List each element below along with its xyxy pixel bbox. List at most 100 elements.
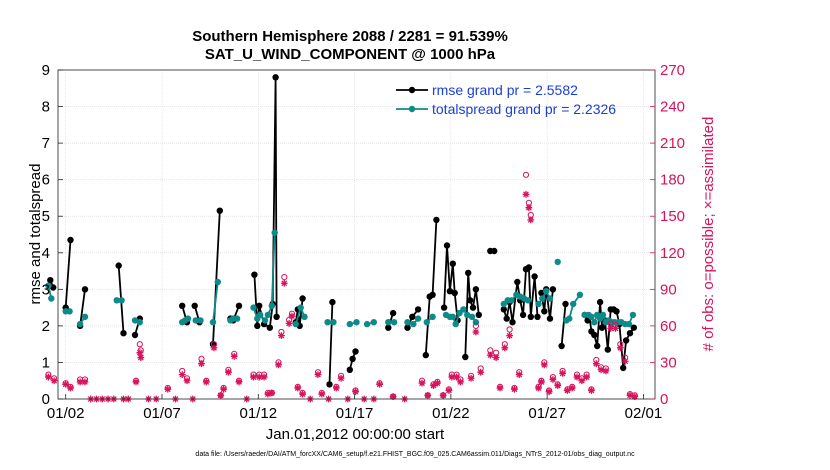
rmse-point [525, 264, 533, 271]
rmse-point [613, 308, 620, 315]
legend: rmse grand pr = 2.5582 totalspread grand … [396, 82, 616, 117]
rmse-line [253, 77, 278, 330]
rmse-point [514, 278, 521, 286]
y-tick-label-right: 210 [660, 135, 685, 152]
rmse-point [519, 311, 527, 319]
assimilated-obs-marker [230, 352, 238, 360]
assimilated-obs-marker [631, 393, 639, 400]
assimilated-obs-marker [607, 324, 615, 332]
assimilated-obs-marker [563, 387, 571, 394]
assimilated-obs-marker [352, 388, 359, 396]
assimilated-obs-marker [545, 388, 553, 396]
totalspread-point [268, 302, 275, 309]
totalspread-point [566, 315, 573, 322]
assimilated-obs-marker [264, 390, 272, 398]
totalspread-point [468, 313, 476, 320]
totalspread-line [212, 281, 219, 323]
totalspread-point [209, 319, 217, 326]
assimilated-obs-marker [178, 371, 186, 379]
assimilated-obs-marker [44, 373, 52, 381]
totalspread-point [629, 311, 637, 319]
assimilated-obs-marker [537, 378, 545, 386]
rmse-point [604, 346, 611, 353]
assimilated-obs-marker [67, 384, 74, 392]
rmse-point [598, 324, 606, 331]
legend-marker-spread [408, 105, 416, 113]
rmse-point [591, 331, 598, 339]
rmse-point [272, 74, 279, 81]
totalspread-point [524, 297, 532, 304]
data-file-footnote: data file: /Users/raeder/DAI/ATM_forcXX/… [195, 451, 635, 458]
assimilated-obs-marker [597, 366, 605, 374]
assimilated-obs-marker [250, 373, 257, 381]
rmse-point [81, 286, 89, 293]
assimilated-obs-marker [522, 190, 530, 198]
totalspread-point [508, 297, 515, 304]
y-tick-label-right: 30 [660, 354, 677, 371]
assimilated-obs-marker [592, 360, 600, 368]
totalspread-point [346, 320, 353, 328]
totalspread-point [576, 291, 584, 298]
totalspread-point [543, 288, 550, 295]
y-tick-label-right: 180 [660, 172, 685, 189]
totalspread-point [324, 319, 331, 326]
totalspread-point [118, 297, 125, 304]
rmse-point [531, 273, 538, 280]
assimilated-obs-marker [235, 378, 243, 386]
rmse-point [462, 353, 469, 361]
totalspread-point [257, 311, 264, 319]
totalspread-point [353, 319, 360, 326]
rmse-point [509, 319, 516, 326]
assimilated-obs-marker [318, 390, 326, 398]
rmse-point [346, 366, 353, 373]
assimilated-obs-marker [132, 378, 140, 386]
rmse-point [630, 324, 637, 331]
assimilated-obs-marker [299, 390, 306, 398]
assimilated-obs-marker [275, 361, 282, 369]
rmse-point [558, 342, 565, 350]
rmse-point [622, 337, 630, 344]
assimilated-obs-marker [554, 382, 562, 389]
totalspread-point [131, 317, 139, 324]
y-tick-label-left: 4 [42, 245, 50, 262]
rmse-point [329, 298, 336, 306]
assimilated-obs-marker [573, 373, 581, 381]
x-axis-label: Jan.01,2012 00:00:00 start [265, 426, 445, 443]
y-tick-label-right: 120 [660, 245, 685, 262]
y-tick-label-left: 8 [42, 99, 50, 116]
rmse-point [475, 311, 482, 319]
assimilated-obs-marker [288, 312, 296, 320]
rmse-point [465, 269, 472, 277]
rmse-point [546, 315, 554, 322]
rmse-point [500, 306, 507, 313]
rmse-point [534, 313, 541, 320]
assimilated-obs-marker [164, 385, 172, 393]
rmse-point [451, 289, 458, 297]
assimilated-obs-marker [602, 367, 610, 375]
totalspread-point [625, 320, 633, 328]
totalspread-point [599, 311, 607, 319]
totalspread-point [297, 304, 304, 311]
assimilated-obs-marker [511, 385, 518, 393]
assimilated-obs-marker [472, 328, 480, 336]
rmse-point [469, 304, 477, 311]
totalspread-point [214, 278, 221, 286]
assimilated-obs-marker [136, 349, 144, 357]
y-tick-label-left: 5 [42, 208, 50, 225]
totalspread-point [535, 300, 542, 308]
totalspread-point [452, 320, 459, 328]
rmse-point [273, 313, 280, 320]
totalspread-point [370, 319, 377, 326]
rmse-line [79, 289, 86, 327]
legend-label-rmse: rmse grand pr = 2.5582 [432, 82, 578, 98]
rmse-line [560, 303, 567, 347]
rmse-point [503, 315, 510, 322]
plot-area-frame [57, 69, 656, 400]
totalspread-point [404, 319, 411, 326]
totalspread-point [197, 317, 204, 324]
totalspread-point [554, 258, 561, 266]
totalspread-point [410, 320, 417, 328]
rmse-point [254, 322, 261, 330]
possible-obs-marker [281, 274, 288, 281]
rmse-point [440, 304, 448, 311]
